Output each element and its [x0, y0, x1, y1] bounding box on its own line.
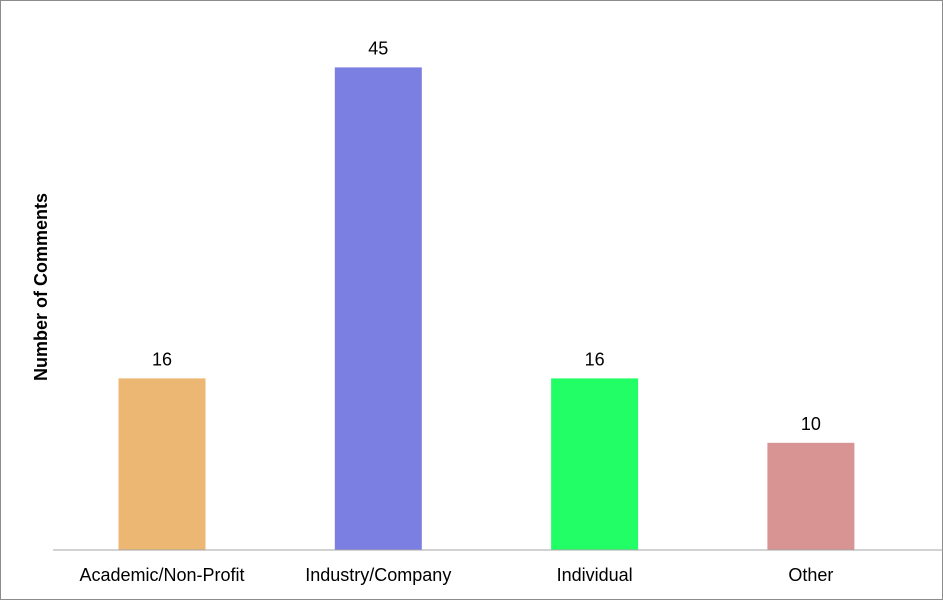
bar-industry-company	[334, 67, 422, 551]
x-tick-label: Industry/Company	[305, 565, 451, 585]
data-labels-group: 16 45 16 10	[152, 38, 821, 433]
bar-academic-non-profit	[118, 378, 206, 550]
data-label: 16	[152, 349, 172, 369]
bars-group	[118, 67, 855, 551]
data-label: 16	[585, 349, 605, 369]
bar-individual	[551, 378, 639, 550]
x-tick-label: Other	[788, 565, 833, 585]
data-label: 45	[368, 38, 388, 58]
x-tick-label: Individual	[557, 565, 633, 585]
y-axis-title: Number of Comments	[31, 193, 51, 381]
data-label: 10	[801, 414, 821, 434]
x-tick-label: Academic/Non-Profit	[79, 565, 244, 585]
x-tick-labels-group: Academic/Non-Profit Industry/Company Indiv…	[79, 565, 833, 585]
bar-other	[767, 442, 855, 550]
